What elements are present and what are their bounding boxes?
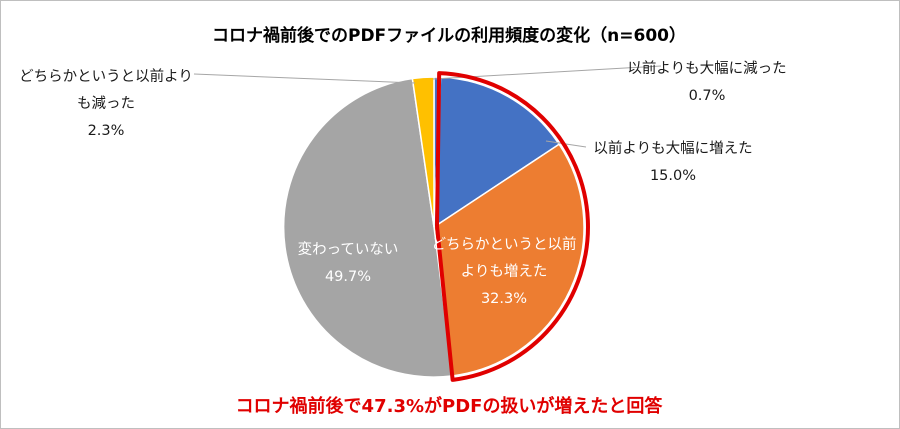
slice-value-label: 2.3% xyxy=(88,123,125,139)
slice-value-label: 0.7% xyxy=(689,88,726,104)
pie-slice xyxy=(282,77,454,378)
slice-category-label: も減った xyxy=(77,95,135,112)
slice-category-label: どちらかというと以前 xyxy=(432,236,577,253)
slice-category-label: 以前よりも大幅に増えた xyxy=(593,140,752,157)
pie-slice xyxy=(411,76,435,228)
slice-category-label: どちらかというと以前より xyxy=(19,68,193,85)
slice-value-label: 32.3% xyxy=(481,291,527,307)
pie-slice xyxy=(433,143,585,377)
slice-category-label: よりも増えた xyxy=(461,263,548,280)
chart-title: コロナ禍前後でのPDFファイルの利用頻度の変化（n=600） xyxy=(212,25,686,46)
slice-value-label: 15.0% xyxy=(650,168,696,184)
slice-category-label: 以前よりも大幅に減った xyxy=(627,60,786,77)
highlight-annotation: コロナ禍前後で47.3%がPDFの扱いが増えたと回答 xyxy=(236,395,664,417)
slice-value-label: 49.7% xyxy=(325,269,371,285)
leader-line xyxy=(193,73,416,84)
slice-category-label: 変わっていない xyxy=(298,241,399,258)
highlight-outline xyxy=(435,71,590,382)
